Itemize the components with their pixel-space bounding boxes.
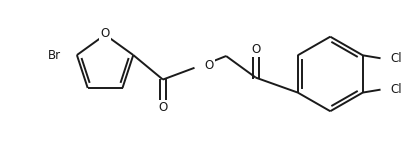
Text: O: O [100,27,109,40]
Text: O: O [204,59,213,72]
Text: Br: Br [48,49,61,61]
Text: Cl: Cl [390,52,401,65]
Text: Cl: Cl [390,83,401,96]
Text: O: O [158,102,167,114]
Text: O: O [250,43,260,56]
